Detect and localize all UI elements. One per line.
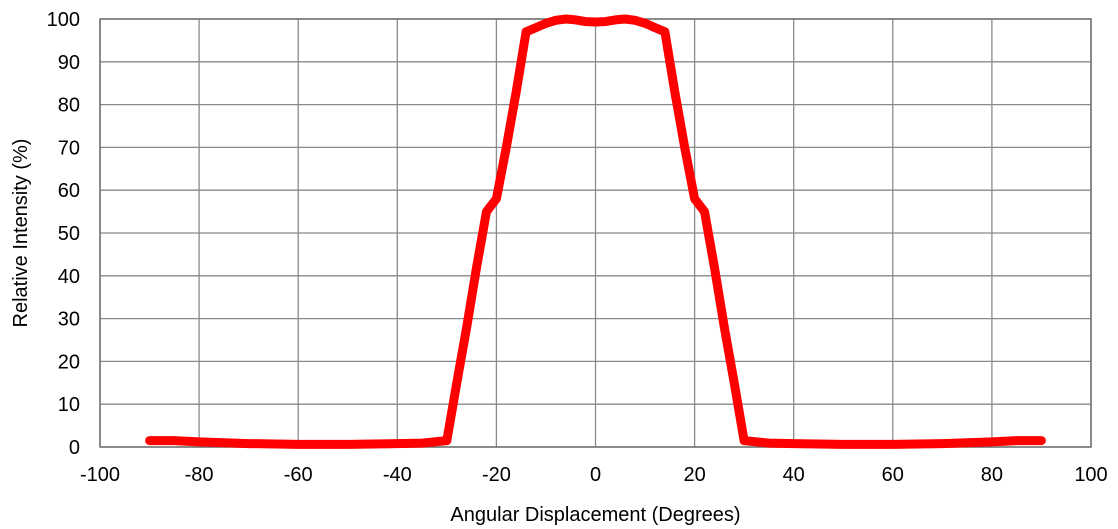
x-tick-label: 0	[590, 464, 601, 486]
y-tick-label: 30	[58, 309, 80, 331]
x-tick-label: 60	[882, 464, 904, 486]
x-tick-label: 80	[981, 464, 1003, 486]
y-tick-label: 70	[58, 137, 80, 159]
x-tick-label: 100	[1074, 464, 1107, 486]
x-tick-label: -80	[185, 464, 214, 486]
x-axis-title: Angular Displacement (Degrees)	[450, 504, 740, 526]
x-tick-label: -20	[482, 464, 511, 486]
y-tick-label: 10	[58, 394, 80, 416]
y-tick-label: 50	[58, 223, 80, 245]
x-axis-ticks: -100 -80 -60 -40 -20 0 20 40 60 80 100	[80, 464, 1108, 486]
x-tick-label: -40	[383, 464, 412, 486]
gridlines	[99, 18, 1092, 448]
y-tick-label: 0	[69, 437, 80, 459]
y-tick-label: 100	[47, 9, 80, 31]
y-tick-label: 90	[58, 52, 80, 74]
y-tick-label: 60	[58, 180, 80, 202]
x-tick-label: 40	[783, 464, 805, 486]
series-line	[145, 14, 1046, 449]
y-tick-label: 40	[58, 266, 80, 288]
x-tick-label: 20	[683, 464, 705, 486]
y-tick-label: 80	[58, 95, 80, 117]
y-tick-label: 20	[58, 351, 80, 373]
series-layer	[145, 14, 1046, 449]
y-axis-ticks: 0 10 20 30 40 50 60 70 80 90 100	[47, 9, 80, 459]
x-tick-label: -60	[284, 464, 313, 486]
x-tick-label: -100	[80, 464, 120, 486]
y-axis-title: Relative Intensity (%)	[10, 139, 32, 328]
